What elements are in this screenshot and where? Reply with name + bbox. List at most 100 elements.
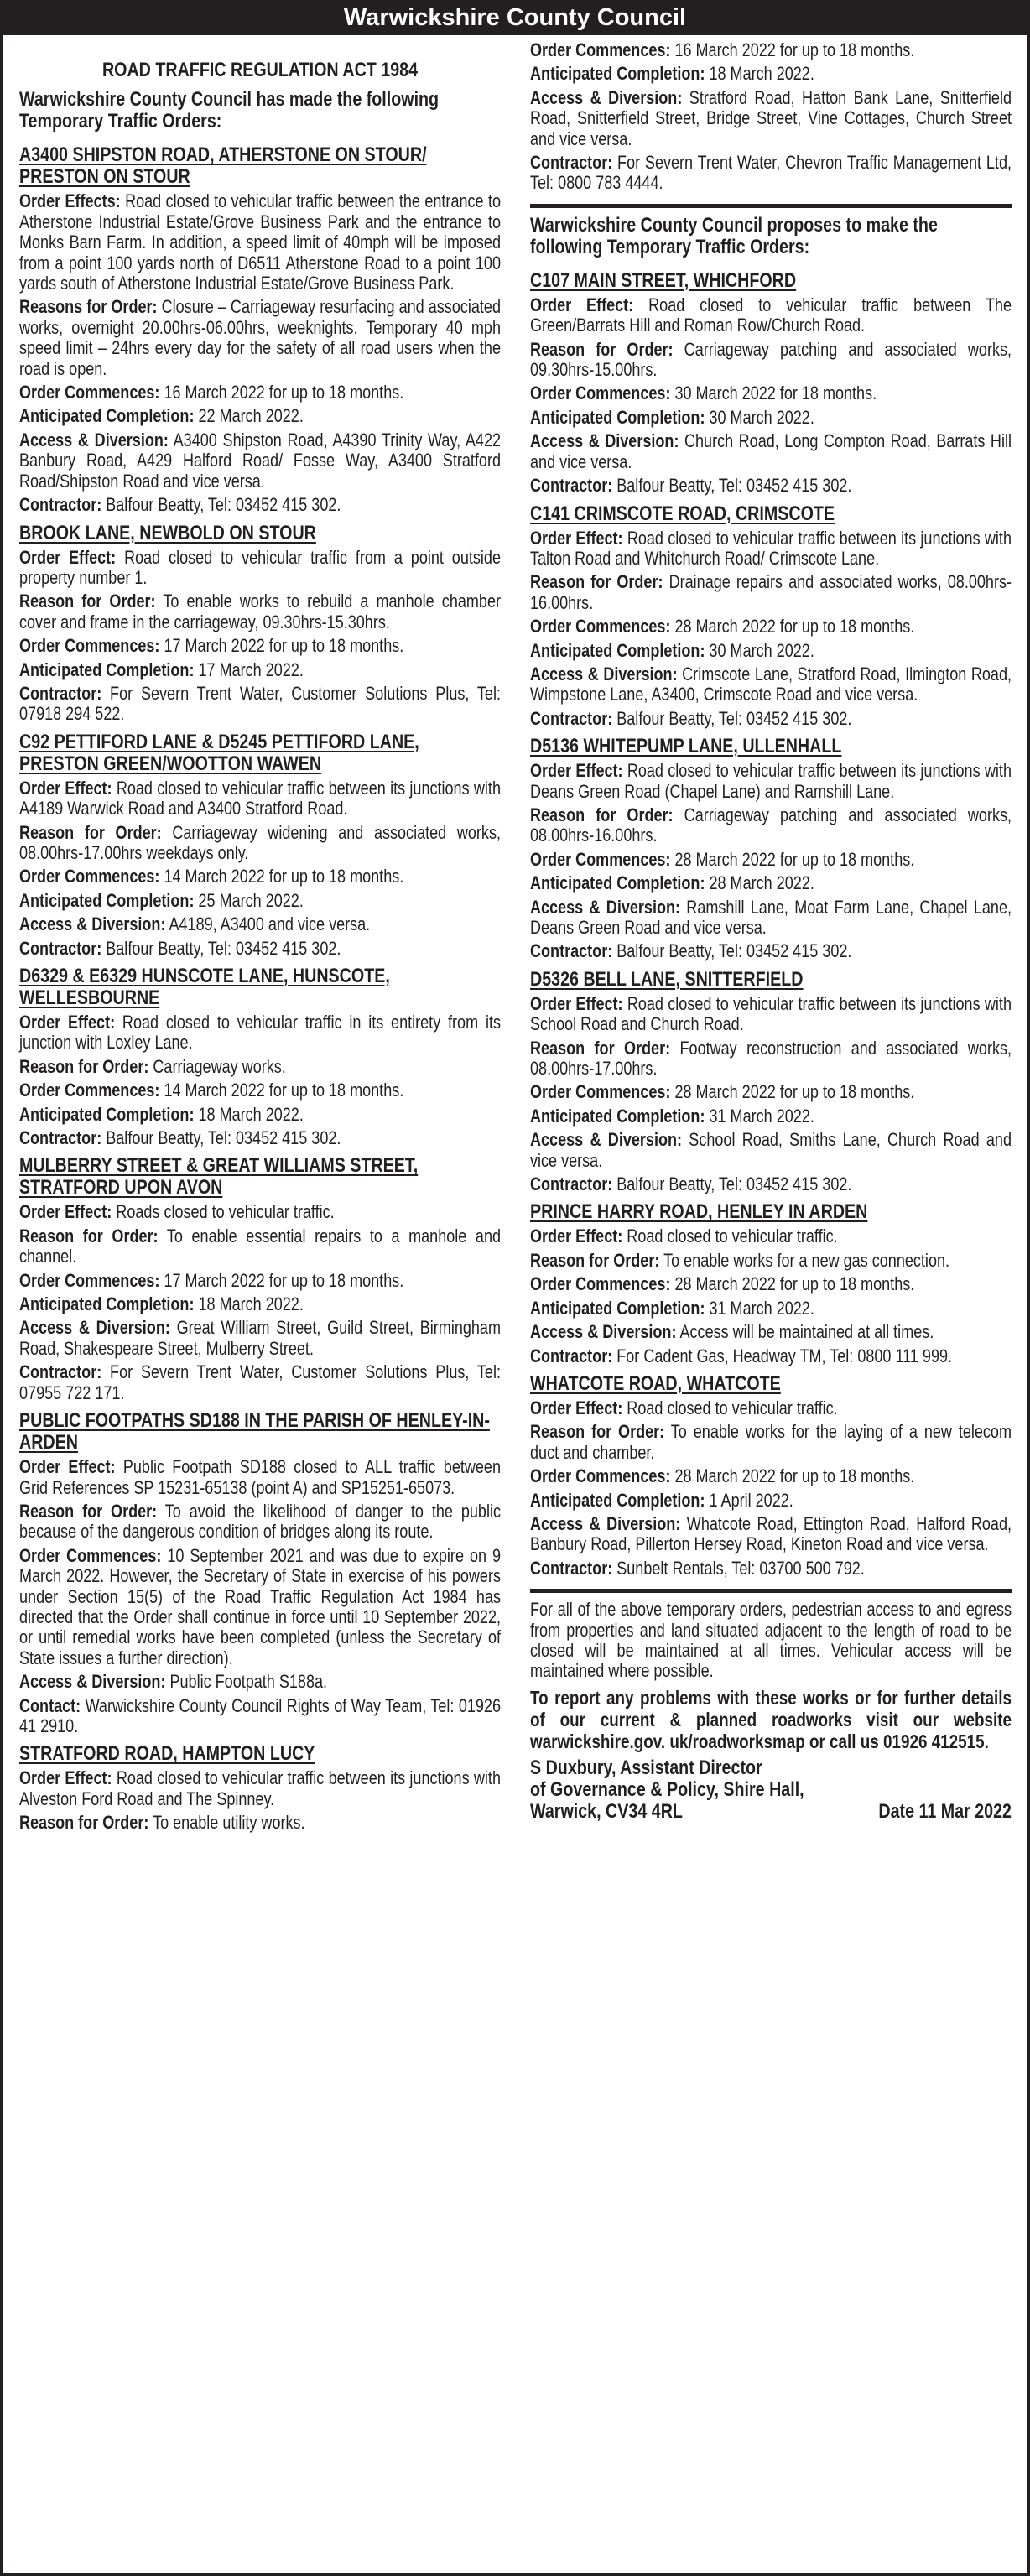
order-field: Order Effect: Road closed to vehicular t… xyxy=(19,778,501,820)
field-label: Reason for Order: xyxy=(530,571,663,593)
order-field: Contractor: For Severn Trent Water, Chev… xyxy=(530,152,1012,194)
field-text: A3400 Shipston Road, A4390 Trinity Way, … xyxy=(19,429,502,492)
order-field: Anticipated Completion: 30 March 2022. xyxy=(530,639,1012,661)
order-section: D6329 & E6329 HUNSCOTE LANE, HUNSCOTE, W… xyxy=(19,965,501,1148)
field-label: Access & Diversion: xyxy=(530,663,678,684)
field-text: Church Road, Long Compton Road, Barrats … xyxy=(530,430,1012,472)
field-text: Road closed to vehicular traffic between… xyxy=(530,992,1012,1035)
field-text: 28 March 2022 for up to 18 months. xyxy=(674,1081,915,1103)
field-text: 28 March 2022 for up to 18 months. xyxy=(674,1273,915,1295)
field-label: Access & Diversion: xyxy=(530,86,683,108)
field-label: Reason for Order: xyxy=(530,338,674,360)
field-label: Reason for Order: xyxy=(530,804,674,825)
field-label: Contractor: xyxy=(530,707,613,729)
order-field: Contractor: For Cadent Gas, Headway TM, … xyxy=(530,1345,1012,1366)
order-field: Contractor: Sunbelt Rentals, Tel: 03700 … xyxy=(530,1558,1012,1579)
field-text: Carriageway patching and associated work… xyxy=(530,804,1012,846)
order-field: Access & Diversion: A4189, A3400 and vic… xyxy=(19,913,501,934)
field-text: Balfour Beatty, Tel: 03452 415 302. xyxy=(616,707,852,729)
field-label: Access & Diversion: xyxy=(530,1512,681,1534)
section-heading: A3400 SHIPSTON ROAD, ATHERSTONE ON STOUR… xyxy=(19,143,427,189)
field-text: To avoid the likelihood of danger to the… xyxy=(19,1500,501,1543)
footer-note: For all of the above temporary orders, p… xyxy=(530,1599,1012,1682)
field-text: Great William Street, Guild Street, Birm… xyxy=(19,1317,501,1359)
act-title: ROAD TRAFFIC REGULATION ACT 1984 xyxy=(101,59,419,81)
order-field: Reason for Order: Carriageway works. xyxy=(19,1055,501,1077)
section-heading: C107 MAIN STREET, WHICHFORD xyxy=(530,268,797,292)
order-field: Contractor: Balfour Beatty, Tel: 03452 4… xyxy=(19,1127,501,1148)
order-field: Order Effect: Road closed to vehicular t… xyxy=(19,1012,501,1054)
left-sections: A3400 SHIPSTON ROAD, ATHERSTONE ON STOUR… xyxy=(19,144,501,1833)
section-heading: STRATFORD ROAD, HAMPTON LUCY xyxy=(19,1742,315,1766)
order-field: Access & Diversion: Public Footpath S188… xyxy=(19,1671,501,1692)
report-info: To report any problems with these works … xyxy=(530,1686,1012,1752)
field-label: Access & Diversion: xyxy=(530,1321,677,1343)
field-text: Balfour Beatty, Tel: 03452 415 302. xyxy=(616,475,852,497)
order-field: Order Commences: 28 March 2022 for up to… xyxy=(530,849,1012,870)
field-text: Road closed to vehicular traffic between… xyxy=(530,760,1012,802)
field-label: Order Effect: xyxy=(530,1397,623,1418)
order-field: Anticipated Completion: 31 March 2022. xyxy=(530,1298,1012,1319)
order-field: Anticipated Completion: 28 March 2022. xyxy=(530,872,1012,893)
order-section: C107 MAIN STREET, WHICHFORD Order Effect:… xyxy=(530,268,1012,497)
order-field: Contractor: For Severn Trent Water, Cust… xyxy=(19,683,501,725)
order-field: Anticipated Completion: 31 March 2022. xyxy=(530,1106,1012,1127)
order-field: Reason for Order: Carriageway widening a… xyxy=(19,822,501,864)
field-label: Contractor: xyxy=(19,494,102,516)
field-text: 28 March 2022 for up to 18 months. xyxy=(674,616,915,637)
signature-address: Warwick, CV34 4RL xyxy=(530,1799,683,1823)
signature-office: of Governance & Policy, Shire Hall, xyxy=(530,1777,804,1801)
order-field: Order Commences: 30 March 2022 for 18 mo… xyxy=(530,383,1012,403)
field-label: Anticipated Completion: xyxy=(19,1293,195,1315)
order-field: Anticipated Completion: 18 March 2022. xyxy=(19,1104,501,1125)
field-text: 30 March 2022. xyxy=(709,639,814,661)
section-heading: PUBLIC FOOTPATHS SD188 IN THE PARISH OF … xyxy=(19,1409,490,1455)
order-section: WHATCOTE ROAD, WHATCOTE Order Effect: Roa… xyxy=(530,1372,1012,1579)
field-text: Carriageway works. xyxy=(153,1055,286,1077)
signature-address-row: Warwick, CV34 4RL Date 11 Mar 2022 xyxy=(530,1799,1012,1823)
field-text: 28 March 2022 for up to 18 months. xyxy=(674,1465,915,1487)
field-text: Footway reconstruction and associated wo… xyxy=(530,1037,1012,1080)
field-text: 17 March 2022 for up to 18 months. xyxy=(164,635,404,657)
order-field: Order Commences: 16 March 2022 for up to… xyxy=(19,382,501,403)
section-heading: C141 CRIMSCOTE ROAD, CRIMSCOTE xyxy=(530,502,835,525)
field-text: Balfour Beatty, Tel: 03452 415 302. xyxy=(616,1174,852,1195)
field-label: Access & Diversion: xyxy=(530,896,681,918)
order-field: Reason for Order: Drainage repairs and a… xyxy=(530,572,1012,613)
field-label: Order Commences: xyxy=(19,1080,160,1101)
field-text: For Cadent Gas, Headway TM, Tel: 0800 11… xyxy=(616,1345,953,1366)
field-text: 31 March 2022. xyxy=(709,1105,814,1127)
field-text: Road closed to vehicular traffic in its … xyxy=(19,1012,501,1054)
order-field: Order Commences: 28 March 2022 for up to… xyxy=(530,1082,1012,1102)
field-text: To enable works to rebuild a manhole cha… xyxy=(19,591,502,632)
field-text: Balfour Beatty, Tel: 03452 415 302. xyxy=(106,494,341,516)
order-field: Access & Diversion: Church Road, Long Co… xyxy=(530,430,1012,472)
order-field: Order Effect: Roads closed to vehicular … xyxy=(19,1202,501,1222)
field-label: Access & Diversion: xyxy=(19,1317,170,1339)
field-text: 22 March 2022. xyxy=(198,405,304,427)
intro-made: Warwickshire County Council has made the… xyxy=(19,88,440,133)
order-field: Anticipated Completion: 30 March 2022. xyxy=(530,407,1012,428)
section-heading: MULBERRY STREET & GREAT WILLIAMS STREET,… xyxy=(19,1154,419,1200)
field-text: 14 March 2022 for up to 18 months. xyxy=(164,866,404,887)
order-field: Order Effects: Road closed to vehicular … xyxy=(19,191,501,294)
order-field: Order Effect: Public Footpath SD188 clos… xyxy=(19,1456,502,1498)
order-field: Contractor: Balfour Beatty, Tel: 03452 4… xyxy=(19,938,501,959)
field-text: Public Footpath SD188 closed to ALL traf… xyxy=(19,1456,502,1498)
field-text: Road closed to vehicular traffic between… xyxy=(530,294,1012,336)
field-text: Whatcote Road, Ettington Road, Halford R… xyxy=(530,1512,1012,1555)
field-label: Contact: xyxy=(19,1694,81,1716)
order-field: Access & Diversion: Ramshill Lane, Moat … xyxy=(530,896,1012,939)
intro-proposes: Warwickshire County Council proposes to … xyxy=(530,213,938,258)
order-field: Contractor: Balfour Beatty, Tel: 03452 4… xyxy=(19,494,501,516)
field-text: Crimscote Lane, Stratford Road, Ilmingto… xyxy=(530,663,1012,705)
order-field: Reason for Order: To enable utility work… xyxy=(19,1812,501,1833)
order-section: C92 PETTIFORD LANE & D5245 PETTIFORD LAN… xyxy=(19,731,501,959)
order-field: Contact: Warwickshire County Council Rig… xyxy=(19,1694,501,1737)
order-field: Order Commences: 28 March 2022 for up to… xyxy=(530,1274,1012,1294)
field-label: Order Commences: xyxy=(530,616,671,637)
field-label: Order Effect: xyxy=(530,294,634,315)
order-field: Contractor: Balfour Beatty, Tel: 03452 4… xyxy=(530,941,1012,961)
field-text: 10 September 2021 and was due to expire … xyxy=(19,1544,501,1668)
